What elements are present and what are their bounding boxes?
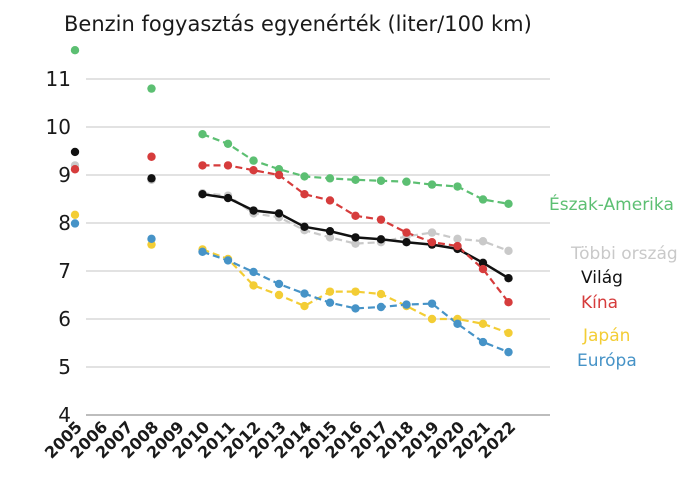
series-label: Európa <box>577 351 637 371</box>
data-point <box>70 46 80 55</box>
data-point <box>478 258 488 268</box>
data-point <box>427 228 437 237</box>
series-line <box>202 250 509 354</box>
data-point <box>376 176 386 185</box>
data-point <box>504 328 513 338</box>
series-label: Észak-Amerika <box>549 193 674 215</box>
y-tick-label: 9 <box>58 163 71 187</box>
data-point <box>325 287 335 296</box>
data-point <box>402 238 411 247</box>
data-point <box>478 319 488 328</box>
series-label: Kína <box>581 293 618 313</box>
series-label: Japán <box>582 326 630 346</box>
y-tick-label: 8 <box>58 211 71 235</box>
data-point <box>351 175 360 184</box>
x-axis-ticks: 2005200620072008200920102011201220132014… <box>41 417 519 462</box>
data-point <box>504 246 513 256</box>
y-axis-ticks: 4 5 6 7 8 9 10 11 <box>46 67 71 427</box>
data-point <box>351 211 360 220</box>
data-point <box>198 161 207 170</box>
data-point <box>274 290 284 300</box>
data-point <box>351 233 360 242</box>
data-point <box>249 156 258 165</box>
data-point <box>402 177 411 186</box>
y-tick-label: 6 <box>58 307 71 331</box>
data-point <box>351 287 360 296</box>
data-point <box>249 267 258 277</box>
data-point <box>147 240 156 249</box>
data-point <box>504 298 513 307</box>
data-point <box>427 238 437 247</box>
data-point <box>70 147 80 157</box>
data-point <box>504 199 513 208</box>
data-point <box>453 319 462 328</box>
data-point <box>325 196 335 205</box>
data-point <box>70 219 80 228</box>
data-point <box>300 289 309 298</box>
data-point <box>325 226 335 236</box>
data-point <box>427 299 437 308</box>
data-point <box>147 152 156 161</box>
data-point <box>198 190 207 199</box>
data-point <box>249 281 258 290</box>
data-point <box>147 84 156 93</box>
data-point <box>351 304 360 313</box>
chart-title: Benzin fogyasztás egyenérték (liter/100 … <box>64 12 532 36</box>
data-point <box>478 337 488 347</box>
data-points <box>70 46 513 357</box>
series-label: Világ <box>581 268 623 288</box>
data-point <box>300 222 309 232</box>
data-point <box>223 161 233 170</box>
data-point <box>376 235 386 244</box>
data-point <box>478 195 488 204</box>
data-point <box>325 233 335 242</box>
data-point <box>249 166 258 175</box>
y-tick-label: 7 <box>58 259 71 283</box>
data-point <box>453 182 462 191</box>
y-tick-label: 10 <box>46 115 71 139</box>
data-point <box>70 210 80 220</box>
data-point <box>478 264 488 274</box>
y-tick-label: 11 <box>46 67 71 91</box>
data-point <box>351 239 360 248</box>
data-point <box>453 241 462 251</box>
data-point <box>376 289 386 299</box>
data-point <box>147 234 156 244</box>
data-point <box>249 206 258 215</box>
data-point <box>300 190 309 199</box>
data-point <box>274 209 284 218</box>
series-labels: Észak-Amerika Többi ország Világ Kína Japán E… <box>549 193 678 371</box>
y-tick-label: 5 <box>58 355 71 379</box>
data-point <box>274 165 284 174</box>
data-point <box>478 237 488 246</box>
y-tick-label: 4 <box>58 403 71 427</box>
data-point <box>300 172 309 181</box>
data-point <box>376 302 386 312</box>
data-point <box>402 228 411 237</box>
data-point <box>198 247 207 256</box>
data-point <box>274 170 284 180</box>
data-point <box>504 347 513 357</box>
data-point <box>70 165 80 174</box>
data-point <box>274 279 284 289</box>
data-point <box>325 174 335 183</box>
data-point <box>402 300 411 309</box>
data-point <box>427 180 437 189</box>
data-point <box>223 193 233 203</box>
data-point <box>223 139 233 148</box>
data-point <box>376 215 386 224</box>
data-point <box>453 234 462 244</box>
data-point <box>300 301 309 311</box>
series-label: Többi ország <box>570 244 678 264</box>
data-point <box>198 130 207 139</box>
data-point <box>504 274 513 283</box>
gridlines <box>86 78 550 416</box>
data-point <box>427 314 437 324</box>
data-point <box>325 298 335 307</box>
data-point <box>147 174 156 183</box>
data-point <box>223 256 233 265</box>
